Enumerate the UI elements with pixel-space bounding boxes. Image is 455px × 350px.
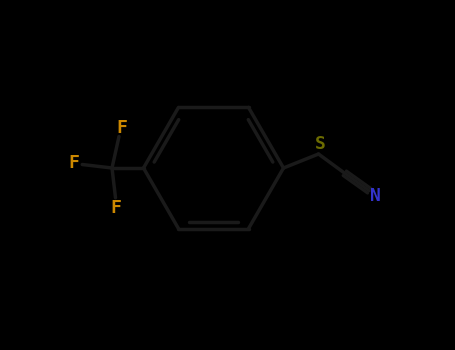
Text: F: F <box>111 198 121 217</box>
Text: F: F <box>68 154 79 172</box>
Text: S: S <box>315 135 326 153</box>
Text: F: F <box>116 119 127 137</box>
Text: N: N <box>370 187 381 205</box>
